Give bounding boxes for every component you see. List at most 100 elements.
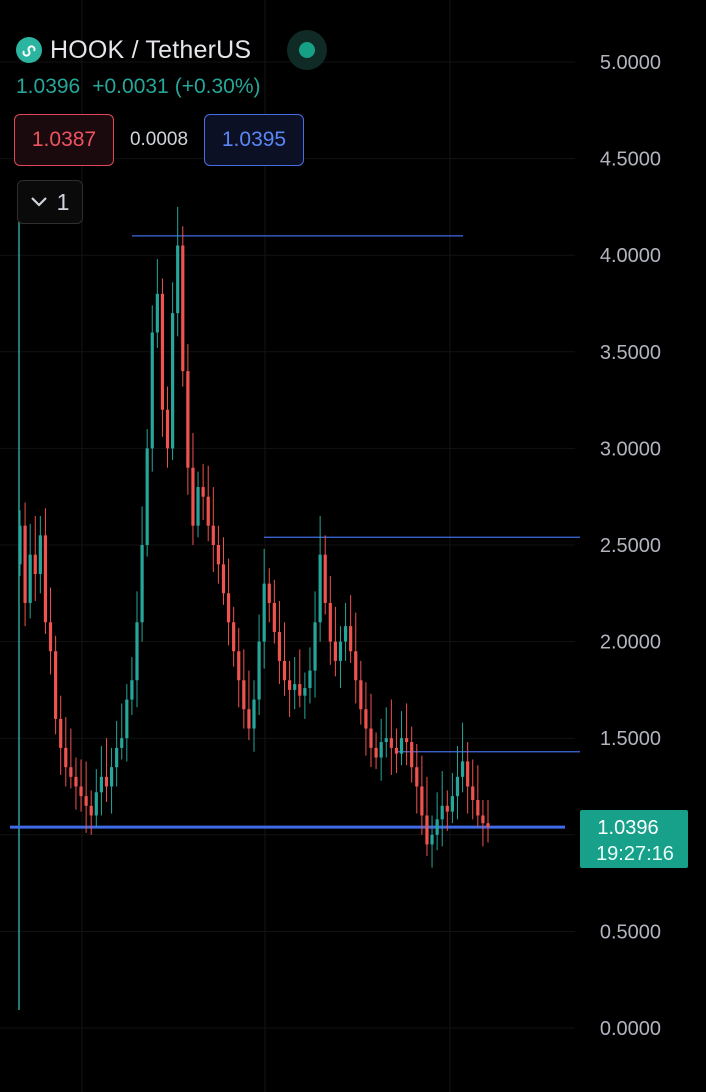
candle-body [354,651,358,681]
price-change-percent: (+0.30%) [174,75,261,98]
candle-body [420,786,424,816]
candle-body [145,448,149,545]
candle-body [135,622,139,681]
candle-body [140,545,144,623]
candle-body [186,371,190,468]
candle-body [150,332,154,449]
candle-body [64,747,68,768]
candle-body [476,800,480,816]
candle-body [293,684,297,690]
candle-body [54,651,58,719]
sell-button[interactable]: 1.0387 [14,114,114,166]
symbol-title[interactable]: HOOK / TetherUS [50,35,252,64]
candle-body [257,641,261,700]
horizontal-lines [10,235,580,829]
candle-body [181,245,185,372]
candle-body [277,631,282,661]
candle-body [89,805,93,816]
candle-body [120,738,124,748]
candle-body [247,709,251,729]
candle-body [303,687,307,696]
last-price: 1.0396 [16,75,81,98]
last-price-tag-bg [580,810,688,868]
y-tick-label: 3.0000 [600,438,661,460]
candle-body [84,796,88,806]
candle-body [379,742,383,758]
candle-body [313,622,317,671]
candlestick-series [18,206,490,868]
trade-panel: 1.0387 0.0008 1.0395 [14,114,304,166]
candle-body [23,525,27,603]
candle-body [130,680,134,700]
candle-body [450,796,454,812]
candle-body [242,680,246,710]
price-quote: 1.0396 +0.0031 (+0.30%) [16,75,261,99]
candle-body [328,602,332,642]
candle-body [369,728,373,748]
y-tick-label: 1.5000 [600,728,661,750]
candle-body [33,554,37,574]
candle-body [471,786,475,801]
y-tick-label: 0.5000 [600,921,661,943]
last-price-tag: 1.0396 19:27:16 [580,810,688,868]
candle-body [232,622,236,652]
candle-body [226,593,231,623]
y-tick-label: 2.5000 [600,535,661,557]
candle-body [440,805,444,820]
candle-body [206,496,210,526]
candle-body [430,834,434,845]
candle-body [79,786,83,797]
candle-body [216,545,220,565]
candle-body [399,738,404,754]
indicators-count: 1 [56,188,70,215]
y-tick-label: 3.5000 [600,342,661,364]
buy-button[interactable]: 1.0395 [204,114,304,166]
candle-body [221,564,226,594]
candle-countdown: 19:27:16 [596,843,674,865]
hook-logo-icon [16,37,42,63]
candle-body [318,554,322,623]
candle-body [338,641,343,661]
candle-body [415,767,419,787]
y-tick-label: 4.0000 [600,245,661,267]
candle-body [176,245,180,314]
candle-body [115,747,119,768]
candle-body [155,293,159,333]
candle-body [165,409,170,449]
candle-body [359,680,363,710]
chevron-down-icon [30,197,47,207]
candle-body [59,718,63,748]
candle-body [191,467,195,526]
candle-body [333,641,337,661]
chart-grid [0,0,575,1092]
candle-body [211,525,215,545]
y-tick-label: 5.0000 [600,52,661,74]
candle-body [364,709,368,729]
candle-body [394,747,399,754]
candle-body [237,651,241,681]
indicators-toggle-button[interactable]: 1 [17,180,83,224]
candle-body [288,680,292,690]
candle-body [349,626,353,652]
candle-body [48,622,53,652]
candle-body [171,313,175,449]
candle-body [43,535,48,623]
candle-body [196,487,200,526]
price-axis: 5.0000 4.5000 4.0000 3.5000 3.0000 2.5000 2.00… [600,52,661,1040]
candle-body [374,747,378,758]
symbol-header: HOOK / TetherUS [16,30,328,70]
y-tick-label: 0.0000 [600,1018,661,1040]
spread-value: 0.0008 [129,129,189,150]
candle-body [272,602,276,632]
candle-body [267,583,271,603]
candle-body [425,815,429,845]
y-tick-label: 2.0000 [600,632,661,654]
candle-body [410,742,414,768]
candle-body [94,792,98,816]
candle-body [125,699,129,739]
candle-body [69,767,73,777]
candle-body [445,805,449,812]
candle-body [252,699,256,729]
candle-body [109,767,114,787]
